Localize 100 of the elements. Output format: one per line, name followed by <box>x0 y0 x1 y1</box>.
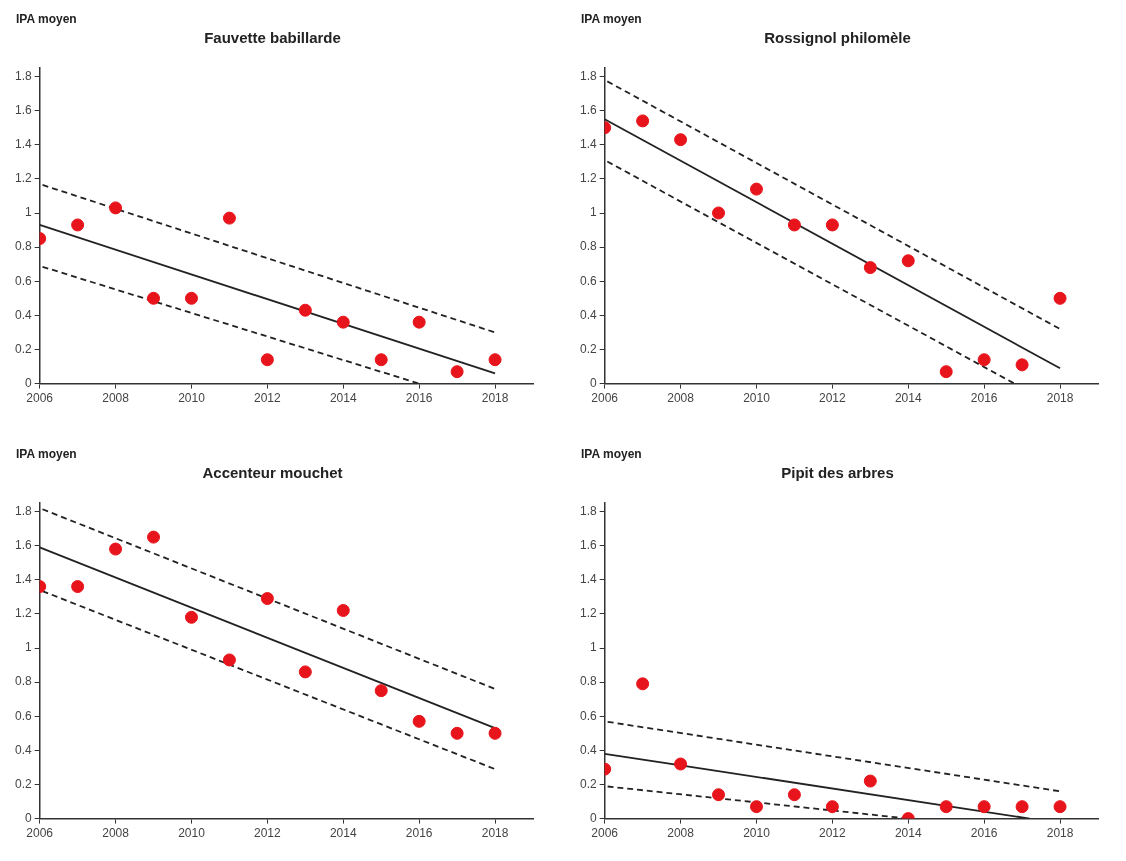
y-tick-label: 0 <box>589 375 597 390</box>
x-tick-label: 2008 <box>667 391 695 406</box>
point <box>184 610 198 624</box>
y-tick-label: 1.2 <box>14 606 32 621</box>
x-tick-label: 2006 <box>591 391 619 406</box>
y-tick-label: 1.2 <box>14 171 32 186</box>
point <box>147 291 161 305</box>
point <box>787 218 801 232</box>
y-tick-label: 1.2 <box>579 606 597 621</box>
y-tick-label: 0.6 <box>14 273 32 288</box>
y-axis-title: IPA moyen <box>16 447 77 462</box>
x-tick-label: 2016 <box>970 826 998 841</box>
x-tick-label: 2008 <box>102 826 130 841</box>
y-tick-label: 0.8 <box>14 239 32 254</box>
x-tick-label: 2014 <box>894 826 922 841</box>
y-axis-title: IPA moyen <box>581 12 642 27</box>
x-tick-label: 2006 <box>591 826 619 841</box>
y-tick-label: 1.6 <box>14 537 32 552</box>
y-tick-label: 0.8 <box>579 674 597 689</box>
y-tick-label: 0.6 <box>14 708 32 723</box>
x-tick-label: 2010 <box>743 391 771 406</box>
point <box>71 580 85 594</box>
point <box>825 218 839 232</box>
chart-title: Accenteur mouchet <box>202 464 343 482</box>
x-tick-label: 2012 <box>254 391 282 406</box>
point <box>674 757 688 771</box>
point <box>787 788 801 802</box>
point <box>636 677 650 691</box>
point <box>674 133 688 147</box>
y-tick-label: 1.8 <box>14 503 32 518</box>
x-tick-label: 2008 <box>667 826 695 841</box>
chart-title: Pipit des arbres <box>781 464 894 482</box>
point <box>450 365 464 379</box>
point <box>977 800 991 814</box>
y-tick-label: 1 <box>24 640 32 655</box>
point <box>712 788 726 802</box>
y-tick-label: 0.4 <box>579 742 597 757</box>
y-tick-label: 1.6 <box>579 537 597 552</box>
y-tick-label: 1 <box>589 640 597 655</box>
y-tick-label: 1.4 <box>14 137 32 152</box>
y-tick-label: 0.8 <box>579 239 597 254</box>
y-tick-label: 0 <box>24 810 32 825</box>
point <box>825 800 839 814</box>
x-tick-label: 2014 <box>894 391 922 406</box>
point <box>977 353 991 367</box>
y-tick-label: 0.6 <box>579 273 597 288</box>
point <box>374 353 388 367</box>
point <box>901 254 915 268</box>
x-tick-label: 2006 <box>26 826 54 841</box>
point <box>260 353 274 367</box>
y-tick-label: 0.8 <box>14 674 32 689</box>
y-tick-label: 1.8 <box>579 68 597 83</box>
x-tick-label: 2006 <box>26 391 54 406</box>
y-tick-label: 1.4 <box>579 137 597 152</box>
point <box>1015 358 1029 372</box>
point <box>939 800 953 814</box>
point <box>222 211 236 225</box>
y-tick-label: 1.6 <box>579 102 597 117</box>
y-tick-label: 1.4 <box>14 572 32 587</box>
point <box>298 303 312 317</box>
x-tick-label: 2010 <box>178 391 206 406</box>
point <box>863 261 877 275</box>
point <box>749 182 763 196</box>
point <box>336 315 350 329</box>
y-tick-label: 0.2 <box>14 341 32 356</box>
x-tick-label: 2014 <box>329 826 357 841</box>
y-tick-label: 0.2 <box>579 776 597 791</box>
point <box>1015 800 1029 814</box>
point <box>298 665 312 679</box>
x-tick-label: 2018 <box>481 391 509 406</box>
x-tick-label: 2018 <box>1046 391 1074 406</box>
chart-title: Fauvette babillarde <box>204 29 341 47</box>
point <box>863 774 877 788</box>
point <box>222 653 236 667</box>
y-tick-label: 1 <box>24 205 32 220</box>
point <box>184 291 198 305</box>
point <box>488 353 502 367</box>
y-axis-title: IPA moyen <box>581 447 642 462</box>
y-tick-label: 0.4 <box>14 307 32 322</box>
point <box>147 530 161 544</box>
y-axis-title: IPA moyen <box>16 12 77 27</box>
x-tick-label: 2012 <box>819 826 847 841</box>
chart-title: Rossignol philomèle <box>764 29 911 47</box>
point <box>109 201 123 215</box>
x-tick-label: 2012 <box>254 826 282 841</box>
y-tick-label: 1.8 <box>579 503 597 518</box>
y-tick-label: 1.6 <box>14 102 32 117</box>
point <box>336 603 350 617</box>
y-tick-label: 0.4 <box>14 742 32 757</box>
point <box>749 800 763 814</box>
x-tick-label: 2018 <box>481 826 509 841</box>
y-tick-label: 0 <box>589 810 597 825</box>
point <box>71 218 85 232</box>
y-tick-label: 1.2 <box>579 171 597 186</box>
y-tick-label: 0.2 <box>14 776 32 791</box>
point <box>412 315 426 329</box>
y-tick-label: 0.4 <box>579 307 597 322</box>
y-tick-label: 1.4 <box>579 572 597 587</box>
x-tick-label: 2014 <box>329 391 357 406</box>
x-tick-label: 2012 <box>819 391 847 406</box>
